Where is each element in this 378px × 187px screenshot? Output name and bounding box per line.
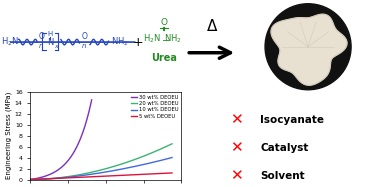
Text: $\rm O$: $\rm O$: [81, 30, 88, 41]
Text: $n$: $n$: [81, 42, 87, 50]
Text: N: N: [47, 38, 53, 47]
Text: Isocyanate: Isocyanate: [260, 115, 324, 125]
Text: $n$: $n$: [39, 42, 44, 50]
Text: H: H: [48, 31, 53, 37]
Text: ✕: ✕: [230, 168, 243, 183]
Text: $\rm H_2N$: $\rm H_2N$: [1, 36, 19, 48]
Text: $\rm O$: $\rm O$: [39, 30, 46, 41]
Circle shape: [265, 4, 351, 90]
Text: $\Delta$: $\Delta$: [206, 18, 218, 34]
Legend: 30 wt% DEOEU, 20 wt% DEOEU, 10 wt% DEOEU, 5 wt% DEOEU: 30 wt% DEOEU, 20 wt% DEOEU, 10 wt% DEOEU…: [130, 94, 179, 119]
Text: $\rm NH_2$: $\rm NH_2$: [164, 32, 182, 45]
Text: $\rm O$: $\rm O$: [160, 16, 168, 27]
Text: ✕: ✕: [230, 112, 243, 127]
Text: $x$: $x$: [54, 43, 60, 50]
Polygon shape: [271, 14, 347, 85]
Text: $\rm H_2N$: $\rm H_2N$: [143, 32, 161, 45]
Text: Catalyst: Catalyst: [260, 143, 308, 153]
Text: ✕: ✕: [230, 140, 243, 155]
Text: Solvent: Solvent: [260, 171, 305, 181]
Text: Urea: Urea: [151, 53, 177, 63]
Text: $\rm -$: $\rm -$: [160, 34, 171, 44]
Y-axis label: Engineering Stress (MPa): Engineering Stress (MPa): [5, 92, 12, 179]
Text: $\rm NH_2$: $\rm NH_2$: [111, 36, 129, 48]
Text: +: +: [132, 36, 143, 49]
